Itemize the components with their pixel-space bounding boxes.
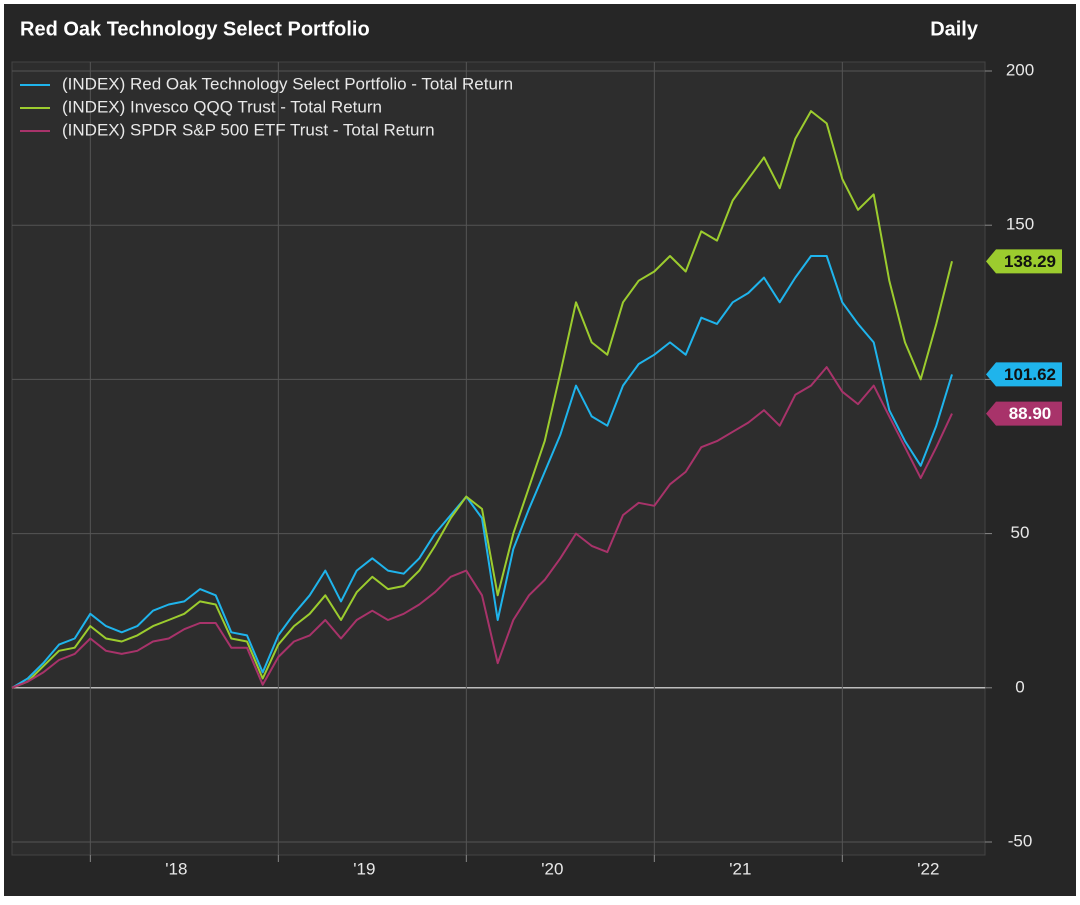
- y-tick-label: 50: [1011, 523, 1030, 542]
- series-line: [11, 366, 953, 689]
- legend-label: (INDEX) SPDR S&P 500 ETF Trust - Total R…: [62, 120, 435, 139]
- y-tick-label: -50: [1008, 831, 1033, 850]
- end-tag: [986, 362, 1062, 387]
- end-tag-label: 101.62: [1004, 365, 1056, 384]
- end-tag-label: 138.29: [1004, 252, 1056, 271]
- y-tick-label: 150: [1006, 215, 1034, 234]
- x-tick-label: '19: [353, 859, 375, 878]
- y-tick-label: 0: [1015, 677, 1024, 696]
- end-tag: [986, 401, 1062, 426]
- series-line: [11, 255, 953, 689]
- x-tick-label: '18: [165, 859, 187, 878]
- x-tick-label: '21: [729, 859, 751, 878]
- chart-title: Red Oak Technology Select Portfolio: [20, 18, 370, 40]
- legend-label: (INDEX) Red Oak Technology Select Portfo…: [62, 74, 513, 93]
- x-tick-label: '22: [917, 859, 939, 878]
- end-tag-label: 88.90: [1009, 404, 1052, 423]
- chart-subtitle: Daily: [930, 18, 979, 40]
- plot-area: [11, 61, 986, 856]
- end-tag: [986, 249, 1062, 274]
- x-tick-label: '20: [541, 859, 563, 878]
- series-line: [11, 110, 953, 689]
- y-tick-label: 200: [1006, 60, 1034, 79]
- legend-label: (INDEX) Invesco QQQ Trust - Total Return: [62, 97, 382, 116]
